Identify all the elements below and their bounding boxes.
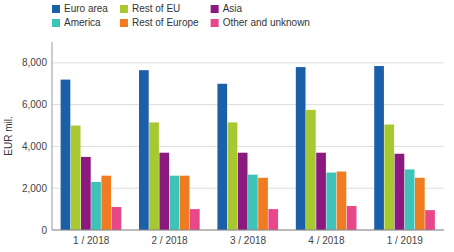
x-tick-label: 1 / 2018 — [73, 235, 110, 246]
bar — [61, 80, 71, 230]
legend: Euro area Rest of EU Asia America Rest of Eu… — [52, 3, 310, 28]
bar — [306, 110, 316, 230]
bar — [217, 84, 227, 230]
bar — [316, 153, 326, 230]
bar — [139, 70, 149, 230]
x-tick-label: 1 / 2019 — [387, 235, 424, 246]
legend-swatch — [211, 19, 219, 27]
legend-swatch — [120, 19, 128, 27]
legend-item: Other and unknown — [211, 17, 310, 28]
bar — [337, 172, 347, 230]
legend-label: America — [64, 17, 101, 28]
grid-line — [52, 230, 444, 231]
y-tick-label: 6,000 — [22, 99, 47, 110]
legend-swatch — [120, 5, 128, 13]
x-tick-label: 3 / 2018 — [230, 235, 267, 246]
bar — [180, 176, 190, 230]
legend-label: Rest of Europe — [132, 17, 199, 28]
legend-swatch — [52, 5, 60, 13]
legend-label: Euro area — [64, 3, 108, 14]
bar — [81, 157, 91, 230]
bar — [159, 153, 169, 230]
bars — [61, 66, 435, 230]
legend-item: Rest of Europe — [120, 17, 199, 28]
bar — [170, 176, 180, 230]
bar — [326, 173, 336, 230]
bar — [374, 66, 384, 230]
bar — [405, 169, 415, 230]
bar — [425, 210, 435, 230]
legend-swatch — [211, 5, 219, 13]
y-tick-label: 0 — [41, 225, 47, 236]
y-tick-label: 8,000 — [22, 57, 47, 68]
bar — [415, 178, 425, 230]
x-tick-label: 2 / 2018 — [152, 235, 189, 246]
legend-item: Euro area — [52, 3, 108, 14]
bar — [248, 175, 258, 230]
bar — [149, 122, 159, 230]
bar — [112, 207, 122, 230]
legend-item: Rest of EU — [120, 3, 180, 14]
bar — [91, 182, 101, 230]
bar — [268, 209, 278, 230]
grid-line — [52, 104, 444, 105]
x-axis-line — [52, 230, 444, 231]
bar — [238, 153, 248, 230]
bar — [71, 126, 81, 230]
y-axis-label: EUR mil. — [3, 116, 14, 155]
bar — [395, 154, 405, 230]
y-tick-label: 2,000 — [22, 183, 47, 194]
legend-item: Asia — [211, 3, 243, 14]
bar — [384, 125, 394, 230]
bar — [228, 122, 238, 230]
legend-label: Other and unknown — [223, 17, 310, 28]
chart: 0 2,000 4,000 6,000 8,000 EUR mil. 1 / 2018 2 /… — [0, 0, 454, 252]
bar — [296, 67, 306, 230]
x-tick-label: 4 / 2018 — [308, 235, 345, 246]
bar — [190, 209, 200, 230]
legend-label: Rest of EU — [132, 3, 180, 14]
legend-item: America — [52, 17, 101, 28]
legend-label: Asia — [223, 3, 243, 14]
grid-line — [52, 62, 444, 63]
bar — [347, 206, 357, 230]
y-tick-label: 4,000 — [22, 141, 47, 152]
bar — [101, 176, 111, 230]
grid — [52, 63, 444, 230]
bar — [258, 178, 268, 230]
y-axis-line — [52, 42, 53, 230]
legend-swatch — [52, 19, 60, 27]
